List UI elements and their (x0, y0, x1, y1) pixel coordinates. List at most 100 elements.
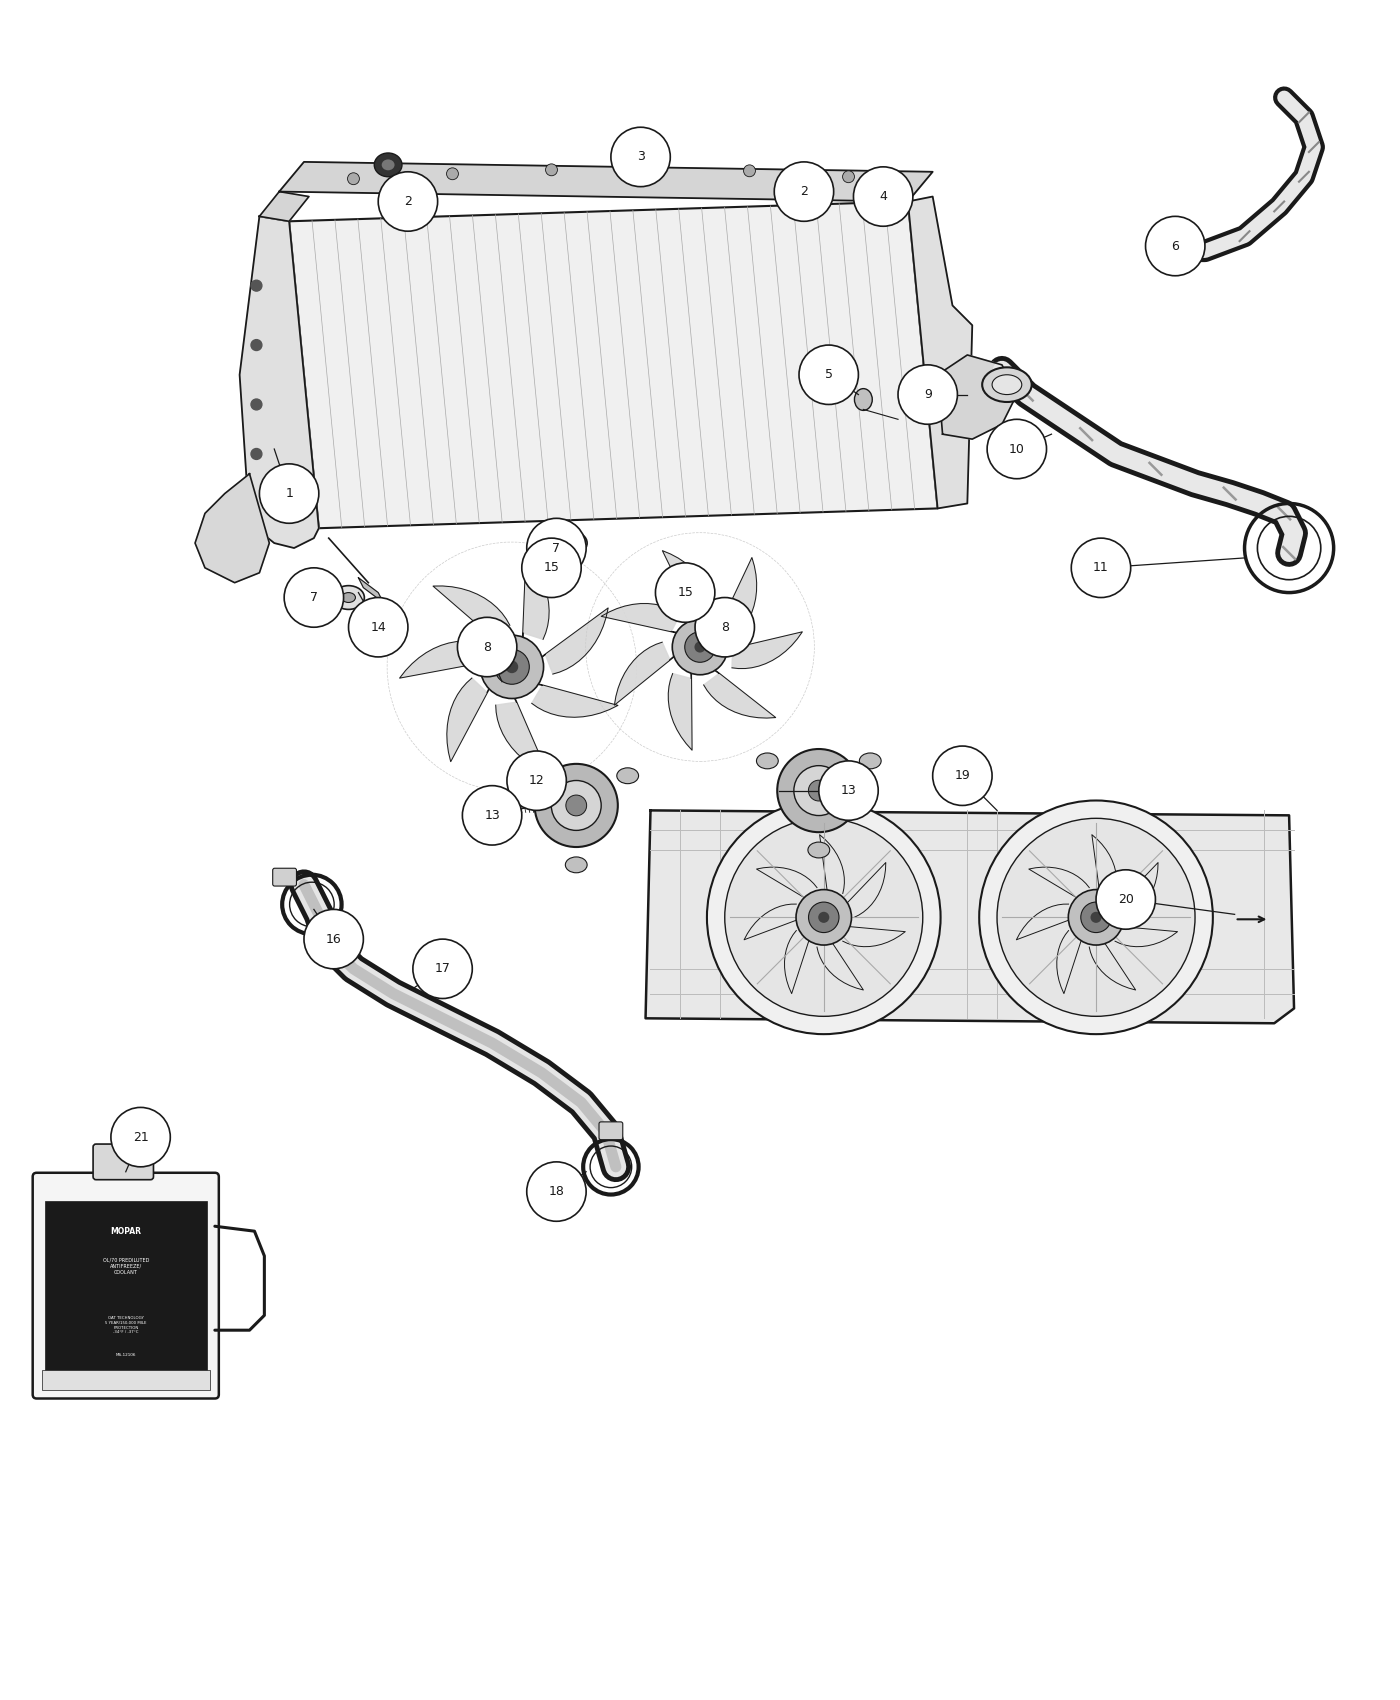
Text: MS-12106: MS-12106 (116, 1353, 136, 1357)
Polygon shape (909, 197, 972, 508)
Circle shape (987, 420, 1047, 479)
Circle shape (259, 464, 319, 524)
Text: 10: 10 (1009, 442, 1025, 456)
Circle shape (111, 1107, 171, 1166)
Text: 15: 15 (543, 561, 560, 575)
Text: 13: 13 (840, 784, 857, 797)
Polygon shape (1089, 933, 1135, 989)
Circle shape (1071, 539, 1131, 597)
Ellipse shape (795, 167, 823, 190)
Ellipse shape (382, 160, 395, 170)
Ellipse shape (333, 585, 364, 609)
Circle shape (694, 597, 755, 656)
Polygon shape (784, 928, 813, 993)
Circle shape (546, 163, 557, 175)
Circle shape (1068, 889, 1124, 945)
Text: OL/70 PREDILUTED
ANTIFREEZE/
COOLANT: OL/70 PREDILUTED ANTIFREEZE/ COOLANT (102, 1256, 148, 1275)
Polygon shape (7, 8, 1393, 1692)
Circle shape (808, 780, 829, 801)
Ellipse shape (564, 539, 578, 547)
Polygon shape (1092, 835, 1117, 903)
Circle shape (566, 796, 587, 816)
Circle shape (413, 938, 472, 998)
Text: 11: 11 (1093, 561, 1109, 575)
Polygon shape (1029, 867, 1089, 904)
Polygon shape (1057, 928, 1085, 993)
Polygon shape (358, 578, 384, 602)
Text: 2: 2 (799, 185, 808, 199)
Text: 18: 18 (549, 1185, 564, 1198)
Circle shape (552, 780, 601, 830)
Circle shape (526, 518, 587, 578)
Text: 2: 2 (405, 196, 412, 207)
Text: 7: 7 (553, 542, 560, 554)
Circle shape (462, 785, 522, 845)
Text: MOPAR: MOPAR (111, 1227, 141, 1236)
Ellipse shape (802, 173, 815, 184)
Polygon shape (715, 558, 756, 636)
Polygon shape (45, 1202, 207, 1370)
Circle shape (304, 910, 364, 969)
Ellipse shape (514, 768, 536, 784)
Text: 5: 5 (825, 369, 833, 381)
Circle shape (777, 750, 861, 833)
Circle shape (522, 539, 581, 597)
Circle shape (1081, 903, 1112, 933)
Circle shape (251, 400, 262, 410)
Circle shape (694, 641, 706, 653)
Circle shape (932, 746, 993, 806)
Circle shape (458, 617, 517, 677)
Text: 8: 8 (483, 641, 491, 653)
Circle shape (818, 911, 829, 923)
Text: OAT TECHNOLOGY
5 YEAR/150,000 MILE
PROTECTION
-34°F / -37°C: OAT TECHNOLOGY 5 YEAR/150,000 MILE PROTE… (105, 1316, 147, 1334)
Circle shape (799, 345, 858, 405)
Text: 16: 16 (326, 933, 342, 945)
Circle shape (251, 280, 262, 291)
Text: 6: 6 (1172, 240, 1179, 253)
Circle shape (854, 167, 913, 226)
Ellipse shape (808, 842, 830, 858)
Circle shape (447, 168, 458, 180)
Ellipse shape (342, 593, 356, 602)
FancyBboxPatch shape (273, 869, 297, 886)
Circle shape (725, 818, 923, 1017)
Polygon shape (837, 925, 906, 947)
Circle shape (672, 619, 728, 675)
Text: 14: 14 (371, 620, 386, 634)
Ellipse shape (756, 753, 778, 768)
Polygon shape (645, 811, 1294, 1023)
Circle shape (507, 751, 567, 811)
Polygon shape (259, 192, 309, 221)
Polygon shape (839, 862, 886, 918)
Circle shape (378, 172, 438, 231)
Circle shape (251, 340, 262, 350)
Circle shape (526, 1161, 587, 1221)
Text: 4: 4 (879, 190, 888, 202)
Circle shape (979, 801, 1212, 1034)
Ellipse shape (854, 389, 872, 410)
Polygon shape (818, 933, 864, 989)
Circle shape (347, 173, 360, 185)
Ellipse shape (374, 153, 402, 177)
Circle shape (494, 649, 529, 685)
Circle shape (610, 128, 671, 187)
Circle shape (774, 162, 833, 221)
Text: 9: 9 (924, 388, 931, 401)
Polygon shape (938, 355, 1016, 439)
Text: 15: 15 (678, 586, 693, 598)
Text: 3: 3 (637, 150, 644, 163)
FancyBboxPatch shape (92, 1144, 154, 1180)
Polygon shape (522, 554, 549, 648)
Text: 17: 17 (434, 962, 451, 976)
Circle shape (1091, 911, 1102, 923)
Polygon shape (1110, 862, 1158, 918)
Circle shape (997, 818, 1196, 1017)
Circle shape (1145, 216, 1205, 275)
Polygon shape (601, 604, 685, 634)
Circle shape (655, 563, 715, 622)
Polygon shape (615, 643, 680, 706)
Ellipse shape (860, 753, 881, 768)
Polygon shape (533, 609, 608, 675)
Ellipse shape (566, 857, 587, 872)
Circle shape (743, 165, 756, 177)
